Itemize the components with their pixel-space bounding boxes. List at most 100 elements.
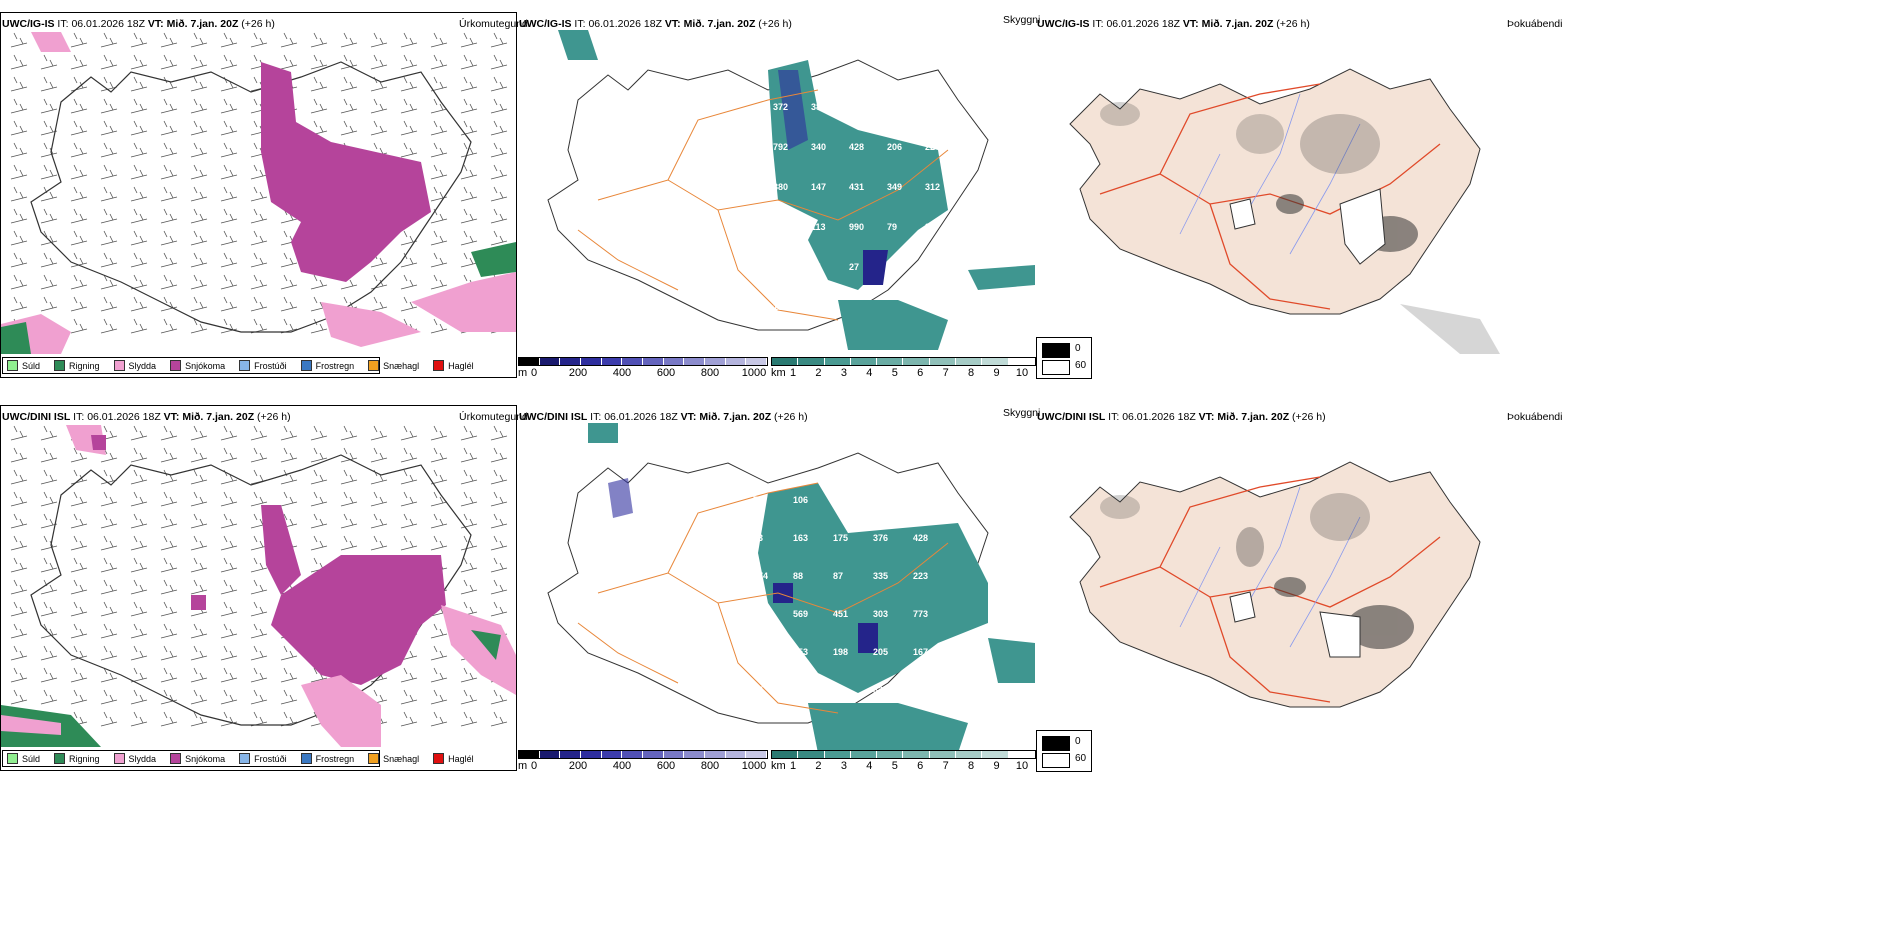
wind-barb — [70, 491, 88, 507]
fog-legend-box-top: 0 60 — [1036, 337, 1092, 379]
colorbar-unit: km — [771, 367, 786, 379]
wind-barb — [250, 469, 268, 485]
colorbar-tick-label: 9 — [993, 367, 1000, 379]
wind-barb — [220, 186, 238, 202]
wind-barb — [100, 469, 118, 485]
wind-barb — [310, 425, 328, 441]
wind-barb — [130, 274, 148, 290]
legend-swatch — [300, 360, 312, 371]
colorbar-strip — [518, 750, 768, 759]
wind-barb — [130, 557, 148, 573]
colorbar-tick-label: 8 — [968, 760, 975, 772]
legend-swatch — [7, 753, 18, 764]
wind-barb — [460, 667, 478, 683]
colorbar-tick-label: 6 — [917, 367, 924, 379]
wind-barb — [370, 491, 388, 507]
wind-barb — [310, 76, 328, 92]
legend-item: Slydda — [113, 753, 156, 764]
colorbar-tick-label: 800 — [700, 760, 720, 772]
wind-barb — [100, 76, 118, 92]
wind-barb — [490, 601, 508, 617]
wind-barb — [70, 469, 88, 485]
wind-barb — [460, 535, 478, 551]
wind-barb — [400, 32, 418, 48]
fog-legend-box-bottom: 0 60 — [1036, 730, 1092, 772]
wind-barb — [130, 535, 148, 551]
wind-barb — [100, 252, 118, 268]
wind-barb — [130, 252, 148, 268]
visibility-label: 376 — [873, 533, 888, 543]
wind-barb — [160, 557, 178, 573]
legend-swatch — [368, 753, 380, 764]
wind-barb — [190, 318, 208, 334]
wind-barb — [280, 296, 298, 312]
colorbar-tick-label: 2 — [815, 760, 822, 772]
wind-barb — [160, 120, 178, 136]
legend-label: Haglél — [448, 753, 474, 764]
wind-barb — [370, 120, 388, 136]
wind-barb — [100, 120, 118, 136]
wind-barb — [40, 469, 58, 485]
wind-barb — [40, 535, 58, 551]
wind-barb — [100, 296, 118, 312]
wind-barb — [400, 230, 418, 246]
panel-title-vis-bottom: Skyggni — [1003, 407, 1041, 419]
wind-barb — [160, 208, 178, 224]
precip-map-bottom — [1, 425, 516, 747]
visibility-label: 792 — [773, 142, 788, 152]
wind-barb — [460, 98, 478, 114]
panel-title-precip-top: Úrkomutegund — [459, 18, 528, 30]
legend-item: Súld — [7, 753, 40, 764]
visibility-label: 74 — [811, 262, 821, 272]
wind-barb — [70, 579, 88, 595]
visibility-label: 927 — [773, 262, 788, 272]
wind-barb — [220, 711, 238, 727]
wind-barb — [190, 579, 208, 595]
wind-barb — [160, 579, 178, 595]
wind-barb — [160, 425, 178, 441]
wind-barb — [160, 230, 178, 246]
wind-barb — [190, 54, 208, 70]
legend-item: Frostúði — [239, 360, 287, 371]
wind-barb — [370, 513, 388, 529]
colorbar-tick-label: 400 — [612, 367, 632, 379]
wind-barb — [160, 469, 178, 485]
visibility-label: 167 — [913, 647, 928, 657]
wind-barb — [70, 186, 88, 202]
visibility-label: 428 — [849, 142, 864, 152]
wind-barb — [100, 491, 118, 507]
wind-barb — [190, 667, 208, 683]
wind-barb — [70, 142, 88, 158]
wind-barb — [190, 689, 208, 705]
wind-barb — [430, 469, 448, 485]
wind-barb — [10, 535, 28, 551]
wind-barb — [400, 98, 418, 114]
wind-barb — [280, 447, 298, 463]
wind-barb — [100, 645, 118, 661]
wind-barb — [490, 513, 508, 529]
wind-barb — [100, 711, 118, 727]
wind-barb — [250, 425, 268, 441]
wind-barb — [160, 447, 178, 463]
wind-barb — [40, 252, 58, 268]
colorbar-tick-label: 0 — [530, 367, 538, 379]
precip-type-panel-top — [0, 12, 517, 378]
wind-barb — [40, 513, 58, 529]
wind-barb — [310, 32, 328, 48]
colorbar-tick-label: 9 — [993, 760, 1000, 772]
legend-item: Frostúði — [239, 753, 287, 764]
wind-barb — [400, 425, 418, 441]
wind-barb — [10, 32, 28, 48]
wind-barb — [10, 54, 28, 70]
wind-barb — [430, 120, 448, 136]
visibility-label: 424 — [887, 102, 902, 112]
visibility-label: 113 — [811, 222, 826, 232]
wind-barb — [460, 579, 478, 595]
legend-swatch — [113, 360, 125, 371]
visibility-label: 592 — [913, 685, 928, 695]
wind-barb — [130, 296, 148, 312]
legend-label: Frostregn — [315, 753, 355, 764]
wind-barb — [130, 76, 148, 92]
visibility-label: 306 — [753, 647, 768, 657]
wind-barb — [70, 76, 88, 92]
